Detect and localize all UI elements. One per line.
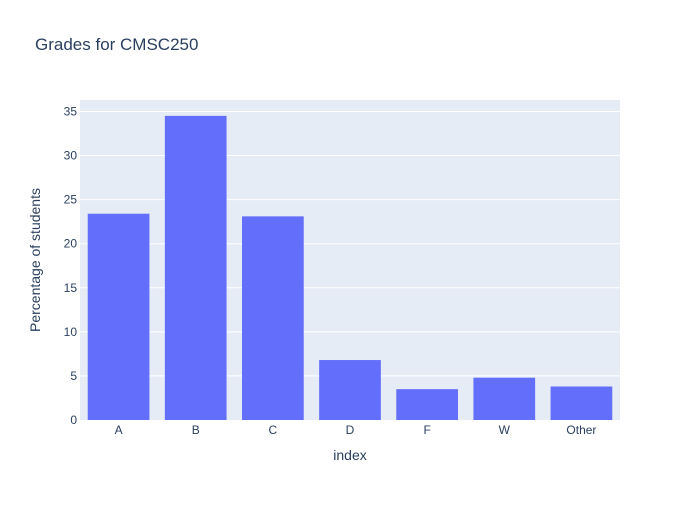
x-tick-label: F [423, 423, 430, 437]
y-axis-ticks: 0 5 10 15 20 25 30 35 [64, 104, 78, 427]
y-tick-label: 20 [64, 237, 78, 251]
x-tick-label: Other [566, 423, 596, 437]
x-tick-label: A [115, 423, 123, 437]
bar-other[interactable] [550, 386, 613, 420]
bar-b[interactable] [164, 115, 227, 420]
y-tick-label: 15 [64, 281, 78, 295]
x-tick-label: B [192, 423, 200, 437]
y-tick-label: 0 [70, 413, 77, 427]
x-axis-ticks: A B C D F W Other [115, 423, 597, 437]
y-tick-label: 10 [64, 325, 78, 339]
y-tick-label: 30 [64, 149, 78, 163]
y-tick-label: 25 [64, 193, 78, 207]
y-axis-title: Percentage of students [27, 188, 43, 332]
x-tick-label: W [499, 423, 511, 437]
y-tick-label: 5 [70, 369, 77, 383]
x-tick-label: C [269, 423, 278, 437]
bar-w[interactable] [473, 377, 536, 420]
bar-d[interactable] [319, 360, 381, 420]
chart-title: Grades for CMSC250 [35, 35, 198, 54]
bars [87, 115, 613, 420]
y-tick-label: 35 [64, 104, 78, 118]
bar-f[interactable] [396, 389, 458, 420]
x-tick-label: D [346, 423, 355, 437]
bar-a[interactable] [87, 213, 150, 420]
bar-c[interactable] [242, 216, 304, 420]
x-axis-title: index [333, 447, 366, 463]
